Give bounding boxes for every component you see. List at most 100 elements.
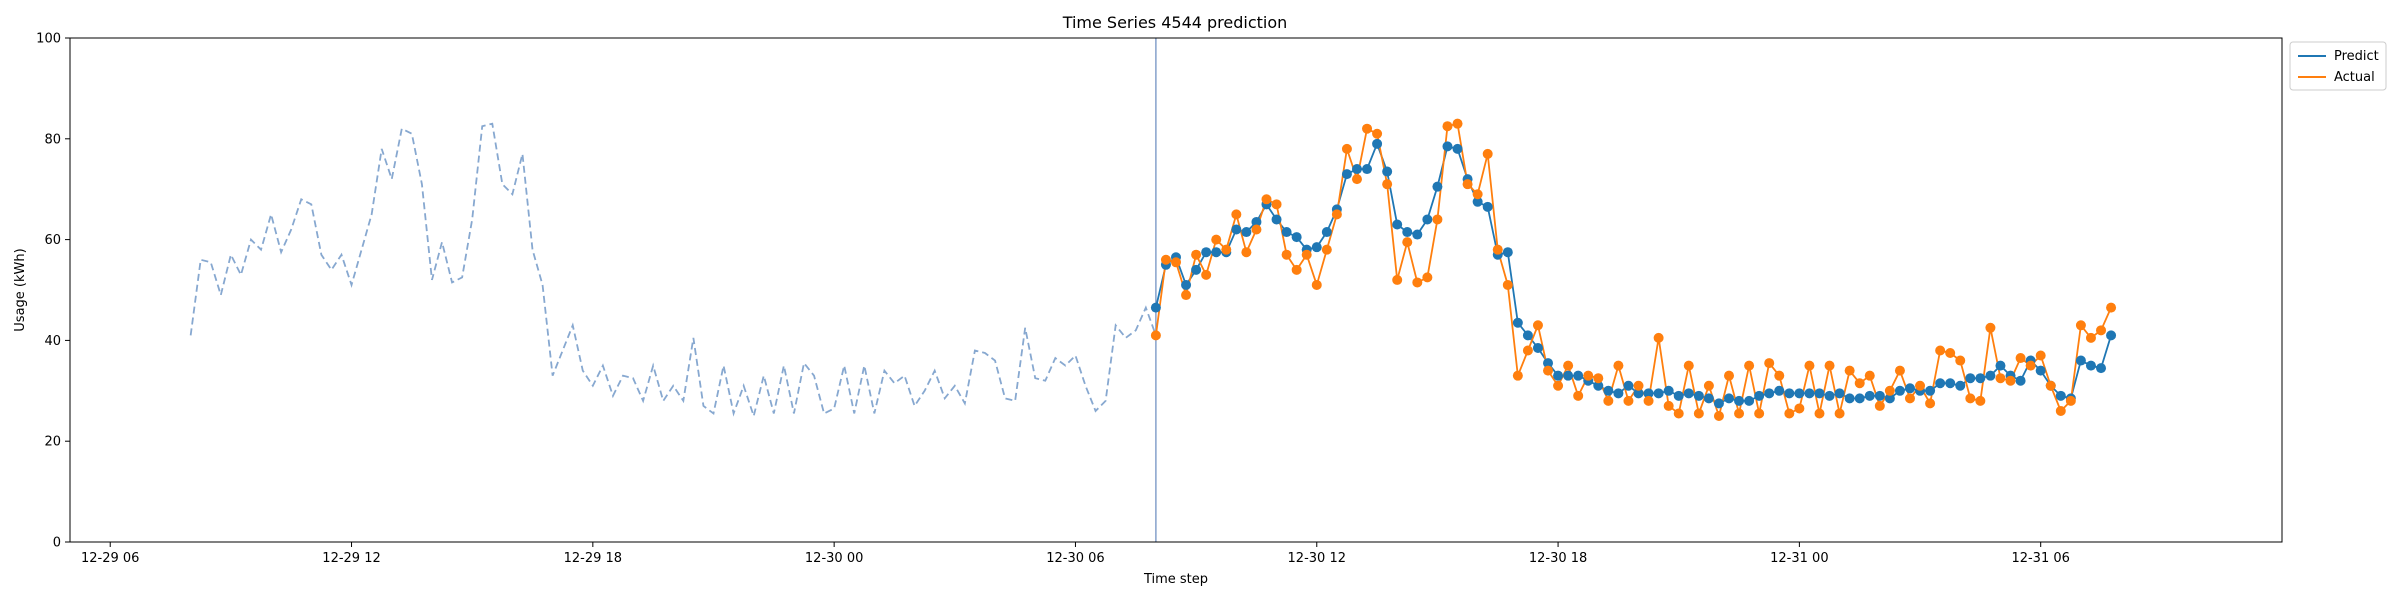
actual-point — [1372, 128, 1383, 139]
actual-point — [1171, 257, 1181, 268]
actual-point — [1894, 365, 1905, 376]
predict-point — [1804, 388, 1815, 399]
actual-point — [1492, 244, 1503, 255]
legend-predict-label: Predict — [2334, 49, 2379, 64]
actual-point — [1301, 249, 1312, 260]
predict-point — [1884, 393, 1895, 404]
actual-point — [1462, 179, 1473, 190]
predict-point — [2096, 363, 2107, 374]
predict-point — [1935, 378, 1946, 389]
predict-point — [1241, 227, 1252, 238]
predict-point — [1794, 388, 1805, 399]
predict-point — [1925, 385, 1936, 396]
actual-point — [1915, 380, 1926, 391]
predict-point — [1874, 390, 1885, 401]
predict-point — [1864, 390, 1875, 401]
actual-point — [2055, 405, 2066, 416]
predict-point — [1402, 227, 1413, 238]
predict-point — [1774, 385, 1785, 396]
predict-point — [1603, 385, 1614, 396]
actual-point — [1663, 400, 1674, 411]
actual-point — [1844, 365, 1855, 376]
actual-point — [1864, 370, 1875, 381]
predict-point — [1643, 388, 1654, 399]
predict-point — [1311, 242, 1322, 253]
actual-point — [1341, 143, 1352, 154]
actual-point — [1271, 199, 1282, 210]
actual-point — [2065, 395, 2076, 406]
actual-point — [2045, 380, 2056, 391]
actual-point — [1995, 373, 2006, 384]
actual-point — [1482, 148, 1493, 159]
y-tick-label: 40 — [44, 334, 61, 349]
predict-point — [1744, 395, 1755, 406]
predict-point — [1623, 380, 1634, 391]
predict-point — [1713, 398, 1724, 409]
y-tick-label: 100 — [36, 32, 61, 47]
actual-point — [1402, 237, 1413, 248]
actual-point — [2025, 360, 2036, 371]
predict-point — [1271, 214, 1282, 225]
actual-point — [1532, 320, 1543, 331]
actual-point — [1241, 247, 1252, 258]
actual-point — [1764, 358, 1775, 369]
actual-point — [1512, 370, 1523, 381]
x-tick-label: 12-29 12 — [322, 551, 380, 566]
actual-point — [1653, 332, 1664, 343]
actual-point — [1573, 390, 1584, 401]
actual-point — [1633, 380, 1644, 391]
actual-point — [2085, 332, 2096, 343]
actual-point — [1291, 264, 1302, 275]
chart-title: Time Series 4544 prediction — [1062, 13, 1288, 32]
actual-point — [1593, 373, 1604, 384]
predict-point — [1573, 370, 1584, 381]
actual-point — [1150, 330, 1161, 341]
actual-point — [1834, 408, 1845, 419]
actual-point — [1804, 360, 1815, 371]
actual-point — [1824, 360, 1835, 371]
actual-point — [1583, 370, 1594, 381]
predict-point — [1663, 385, 1674, 396]
actual-point — [1784, 408, 1795, 419]
actual-point — [1442, 121, 1453, 132]
actual-point — [1331, 209, 1342, 220]
legend: Predict Actual — [2289, 41, 2387, 91]
x-tick-label: 12-30 00 — [805, 551, 863, 566]
actual-point — [1412, 277, 1423, 288]
actual-point — [1422, 272, 1433, 283]
actual-point — [1231, 209, 1242, 220]
predict-point — [1985, 370, 1996, 381]
actual-point — [1884, 385, 1895, 396]
actual-point — [1472, 189, 1483, 200]
history-line — [189, 122, 1157, 420]
actual-point — [1362, 123, 1373, 134]
x-tick-label: 12-30 12 — [1288, 551, 1346, 566]
predict-point — [1150, 302, 1161, 313]
x-tick-label: 12-30 06 — [1046, 551, 1104, 566]
actual-point — [1211, 234, 1222, 245]
actual-point — [1261, 194, 1272, 205]
predict-point — [1231, 224, 1242, 235]
predict-point — [1894, 385, 1905, 396]
actual-point — [1794, 403, 1805, 414]
predict-point — [1955, 380, 1966, 391]
actual-point — [2005, 375, 2016, 386]
predict-point — [1613, 388, 1624, 399]
actual-point — [1563, 360, 1574, 371]
x-tick-label: 12-29 06 — [81, 551, 139, 566]
actual-point — [1673, 408, 1684, 419]
predict-point — [2075, 355, 2086, 366]
predict-point — [1432, 181, 1443, 192]
y-axis: 0 20 40 60 80 100 — [36, 32, 70, 551]
actual-point — [2075, 320, 2086, 331]
predict-point — [1693, 390, 1704, 401]
x-tick-label: 12-31 00 — [1770, 551, 1828, 566]
predict-point — [1975, 373, 1986, 384]
actual-point — [1774, 370, 1785, 381]
predict-point — [1904, 383, 1915, 394]
predict-point — [1824, 390, 1835, 401]
predict-point — [1653, 388, 1664, 399]
actual-point — [1683, 360, 1694, 371]
predict-point — [1563, 370, 1574, 381]
